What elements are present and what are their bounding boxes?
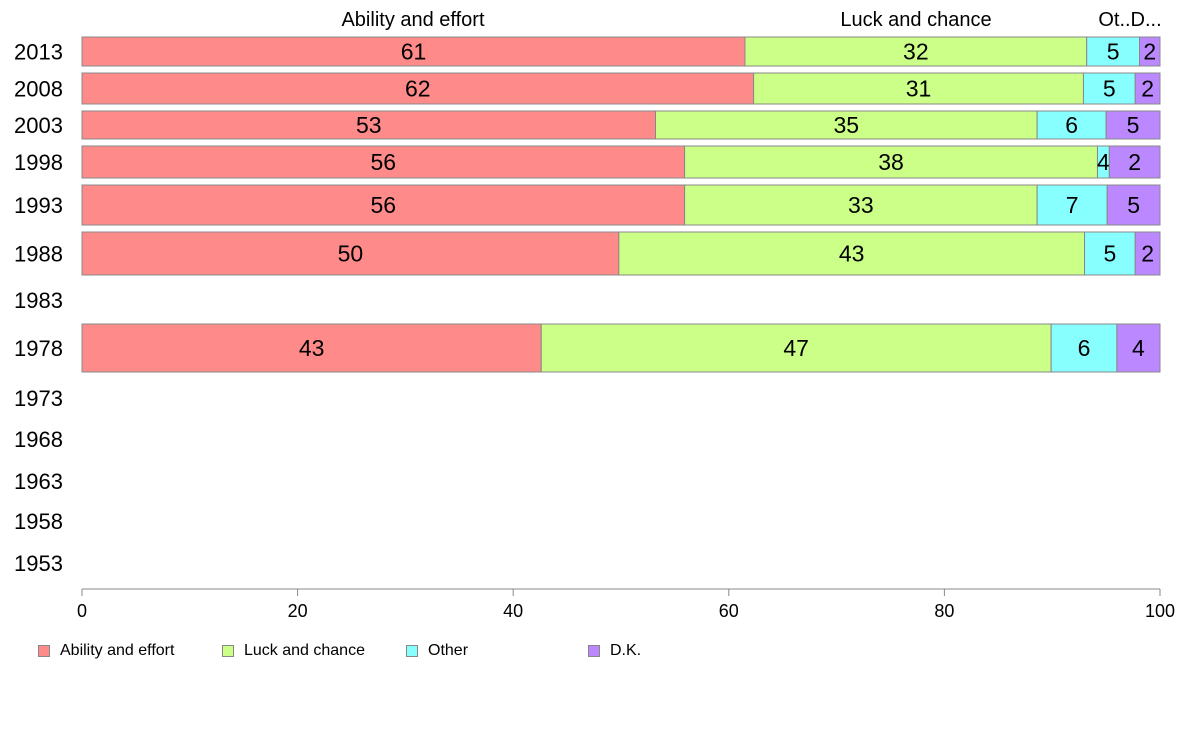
top-label-0: Ability and effort [341,9,484,31]
data-label-1993-0: 56 [371,192,397,218]
bar-2013-ability-and-effort [81,36,746,67]
year-label-1983: 1983 [14,288,63,313]
x-tick-label-20: 20 [288,601,308,621]
data-label-1993-3: 5 [1127,192,1140,218]
legend-swatch [406,645,418,657]
bar-2013-d-k- [1139,36,1161,67]
data-label-2008-2: 5 [1103,76,1116,102]
bar-1998-d-k- [1108,145,1161,179]
bar-1978-d-k- [1116,323,1161,373]
legend-label: Other [428,642,469,659]
bar-2003-luck-and-chance [654,110,1038,140]
legend-swatch [38,645,50,657]
data-label-1978-0: 43 [299,335,325,361]
data-label-1998-2: 4 [1097,149,1110,175]
bar-2013-other [1086,36,1141,67]
x-tick-label-0: 0 [77,601,87,621]
data-label-1988-1: 43 [839,241,865,267]
year-label-1993: 1993 [14,193,63,218]
x-tick-label-100: 100 [1145,601,1175,621]
legend-label: Luck and chance [244,642,365,659]
legend-item-d-k-: D.K. [588,642,641,660]
data-label-2003-0: 53 [356,112,382,138]
data-label-1988-3: 2 [1141,241,1154,267]
legend: Ability and effort Luck and chance Other D.… [38,642,738,664]
data-label-1978-2: 6 [1078,335,1091,361]
bar-1998-ability-and-effort [81,145,686,179]
data-label-2008-0: 62 [405,76,431,102]
bar-1978-ability-and-effort [81,323,542,373]
data-label-1978-1: 47 [783,335,809,361]
data-label-2013-1: 32 [903,39,929,65]
year-label-2008: 2008 [14,77,63,102]
data-label-1988-2: 5 [1103,241,1116,267]
bar-2003-ability-and-effort [81,110,656,140]
data-label-2003-3: 5 [1127,112,1140,138]
year-label-1978: 1978 [14,336,63,361]
legend-item-ability-and-effort: Ability and effort [38,642,174,660]
bar-2003-d-k- [1105,110,1161,140]
x-axis: 0 20 40 60 80 100 [77,588,1175,621]
data-label-1978-3: 4 [1132,335,1145,361]
x-tick-label-80: 80 [934,601,954,621]
legend-swatch [222,645,234,657]
data-label-2003-2: 6 [1065,112,1078,138]
data-label-2008-3: 2 [1141,76,1154,102]
top-label-2: Ot..D... [1098,9,1161,31]
year-label-1988: 1988 [14,242,63,267]
year-label-2013: 2013 [14,40,63,65]
data-label-2013-2: 5 [1107,39,1120,65]
legend-item-luck-and-chance: Luck and chance [222,642,365,660]
bar-1978-other [1050,323,1118,373]
bar-1993-other [1036,184,1108,226]
top-category-labels: Ability and effort Luck and chance Ot..D..… [341,9,1161,31]
bar-1993-luck-and-chance [684,184,1038,226]
data-label-1988-0: 50 [338,241,364,267]
legend-label: D.K. [610,642,642,659]
bar-1998-luck-and-chance [684,145,1098,179]
bars: 61 32 5 262 31 5 253 35 6 556 38 4 256 33 7 550 43 5 243 47… [81,36,1161,373]
bar-2008-d-k- [1134,72,1161,105]
x-tick-label-60: 60 [719,601,739,621]
data-label-2013-3: 2 [1143,39,1156,65]
bar-2003-other [1036,110,1107,140]
data-label-2003-1: 35 [834,112,860,138]
legend-label: Ability and effort [60,642,175,659]
bar-1993-d-k- [1106,184,1161,226]
data-label-1998-1: 38 [878,149,904,175]
data-label-1998-0: 56 [371,149,397,175]
top-label-1: Luck and chance [840,9,991,31]
bar-2013-luck-and-chance [744,36,1088,67]
year-label-1998: 1998 [14,150,63,175]
data-label-1993-2: 7 [1066,192,1079,218]
year-label-1968: 1968 [14,427,63,452]
data-label-2013-0: 61 [401,39,427,65]
legend-item-other: Other [406,642,468,660]
data-label-1993-1: 33 [848,192,874,218]
year-label-2003: 2003 [14,113,63,138]
bar-1988-luck-and-chance [618,231,1086,276]
bar-1993-ability-and-effort [81,184,686,226]
bar-2008-ability-and-effort [81,72,755,105]
data-label-1998-3: 2 [1128,149,1141,175]
bar-1988-ability-and-effort [81,231,620,276]
year-label-1973: 1973 [14,386,63,411]
bar-2008-other [1082,72,1136,105]
data-label-2008-1: 31 [906,76,932,102]
year-labels: 2013 2008 2003 1998 1993 1988 1983 1978 1973 1968… [14,40,63,577]
legend-swatch [588,645,600,657]
year-label-1953: 1953 [14,551,63,576]
bar-2008-luck-and-chance [753,72,1084,105]
year-label-1963: 1963 [14,469,63,494]
bar-1978-luck-and-chance [540,323,1052,373]
x-tick-label-40: 40 [503,601,523,621]
year-label-1958: 1958 [14,509,63,534]
bar-1988-d-k- [1134,231,1161,276]
